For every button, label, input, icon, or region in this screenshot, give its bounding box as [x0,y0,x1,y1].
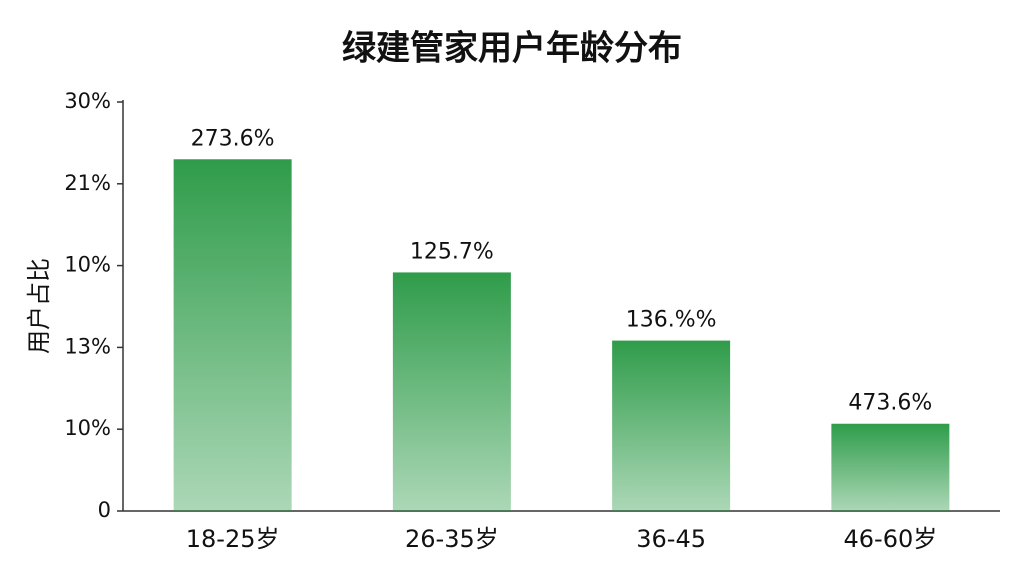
value-label: 125.7% [410,239,494,264]
y-tick-label: 21% [64,171,111,195]
y-tick-label: 13% [64,334,111,358]
value-label: 136.%% [626,308,717,333]
y-tick-label: 0 [98,498,111,522]
x-tick-label: 18-25岁 [186,525,280,553]
bar [612,340,731,511]
x-tick-label: 36-45 [636,525,706,553]
value-label: 473.6% [848,391,932,416]
chart-title: 绿建管家用户年龄分布 [342,29,682,69]
y-axis-title: 用户占比 [25,258,53,354]
x-tick-label: 26-35岁 [405,525,499,553]
y-tick-label: 30% [64,89,111,113]
x-tick-label: 46-60岁 [844,525,938,553]
bar [173,159,292,511]
value-label: 273.6% [191,126,275,151]
bar [831,423,950,511]
y-tick-label: 10% [64,416,111,440]
bar [392,272,511,511]
y-tick-label: 10% [64,253,111,277]
